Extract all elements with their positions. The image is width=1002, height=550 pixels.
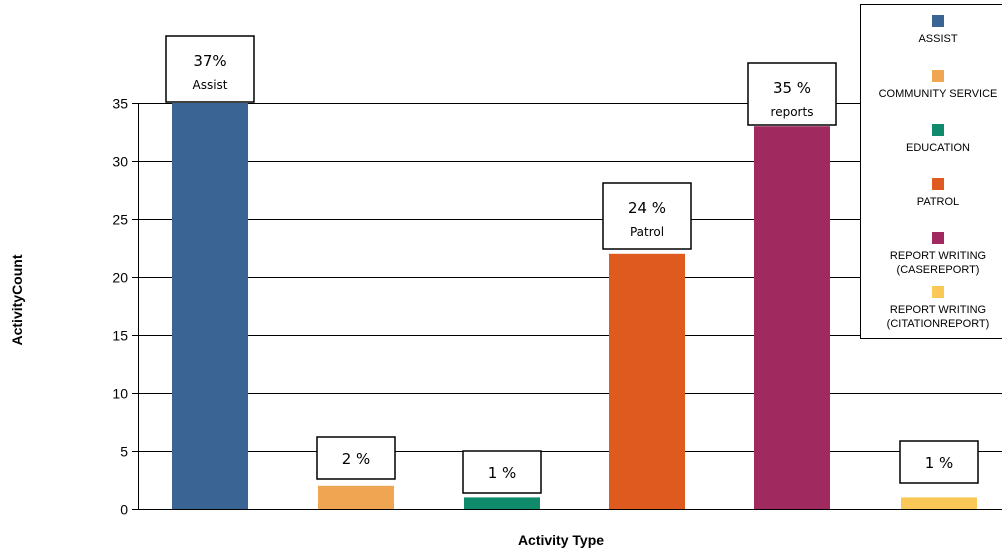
legend-swatch: [932, 232, 944, 244]
bar-annotation: 35 % reports: [747, 62, 837, 126]
bar: [464, 497, 540, 509]
legend-label: REPORT WRITING: [890, 250, 986, 262]
legend-item: EDUCATION: [906, 124, 970, 154]
legend-item: ASSIST: [918, 15, 958, 45]
y-tick-label: 10: [112, 386, 128, 402]
annotation-percent: 35 %: [773, 79, 811, 97]
legend-label: COMMUNITY SERVICE: [879, 88, 998, 100]
legend-label: REPORT WRITING: [890, 304, 986, 316]
annotation-percent: 37%: [193, 52, 226, 70]
bar: [172, 103, 248, 509]
bar-annotations: 37% Assist 2 % 1 % 24 % Patrol 35 % reports 1 %: [165, 35, 979, 494]
bar: [901, 497, 977, 509]
bar: [754, 126, 830, 509]
y-axis-ticks: 0 5 10 15 20 25 30 35: [112, 96, 138, 518]
annotation-box: [462, 450, 542, 494]
y-tick-label: 5: [120, 444, 128, 460]
annotation-percent: 1 %: [488, 464, 517, 482]
legend-label: EDUCATION: [906, 142, 970, 154]
gridlines: [138, 103, 1002, 510]
legend-swatch: [932, 124, 944, 136]
bar: [318, 485, 394, 509]
annotation-percent: 2 %: [342, 450, 371, 468]
legend-swatch: [932, 286, 944, 298]
bar-annotation: 24 % Patrol: [602, 182, 692, 250]
x-axis-title: Activity Type: [518, 532, 604, 548]
y-tick-label: 30: [112, 154, 128, 170]
bar-annotation: 1 %: [899, 440, 979, 484]
legend: ASSIST COMMUNITY SERVICE EDUCATION PATROL RE…: [860, 4, 1002, 339]
bar-annotation: 2 %: [316, 436, 396, 480]
y-tick-label: 25: [112, 212, 128, 228]
bar-annotation: 37% Assist: [165, 35, 255, 103]
legend-label: ASSIST: [918, 33, 957, 45]
legend-label: PATROL: [917, 196, 959, 208]
annotation-box: [602, 182, 692, 250]
legend-swatch: [932, 70, 944, 82]
annotation-box: [165, 35, 255, 103]
annotation-label: Patrol: [630, 225, 664, 239]
annotation-box: [747, 62, 837, 126]
y-tick-label: 20: [112, 270, 128, 286]
legend-item: REPORT WRITING (CASEREPORT): [890, 232, 986, 276]
legend-item: PATROL: [917, 178, 959, 208]
y-tick-label: 15: [112, 328, 128, 344]
bar-annotation: 1 %: [462, 450, 542, 494]
legend-box: [860, 4, 1002, 339]
bar: [609, 253, 685, 509]
y-tick-label: 0: [120, 502, 128, 518]
legend-swatch: [932, 178, 944, 190]
annotation-box: [899, 440, 979, 484]
legend-label: (CASEREPORT): [897, 264, 980, 276]
y-tick-label: 35: [112, 96, 128, 112]
annotation-label: Assist: [192, 78, 227, 92]
legend-item: COMMUNITY SERVICE: [879, 70, 998, 100]
annotation-box: [316, 436, 396, 480]
bars: [172, 103, 977, 509]
annotation-percent: 1 %: [925, 454, 954, 472]
legend-label: (CITATIONREPORT): [887, 318, 990, 330]
y-axis-title: ActivityCount: [9, 254, 25, 345]
legend-item: REPORT WRITING (CITATIONREPORT): [887, 286, 990, 330]
legend-swatch: [932, 15, 944, 27]
annotation-label: reports: [771, 105, 814, 119]
annotation-percent: 24 %: [628, 199, 666, 217]
